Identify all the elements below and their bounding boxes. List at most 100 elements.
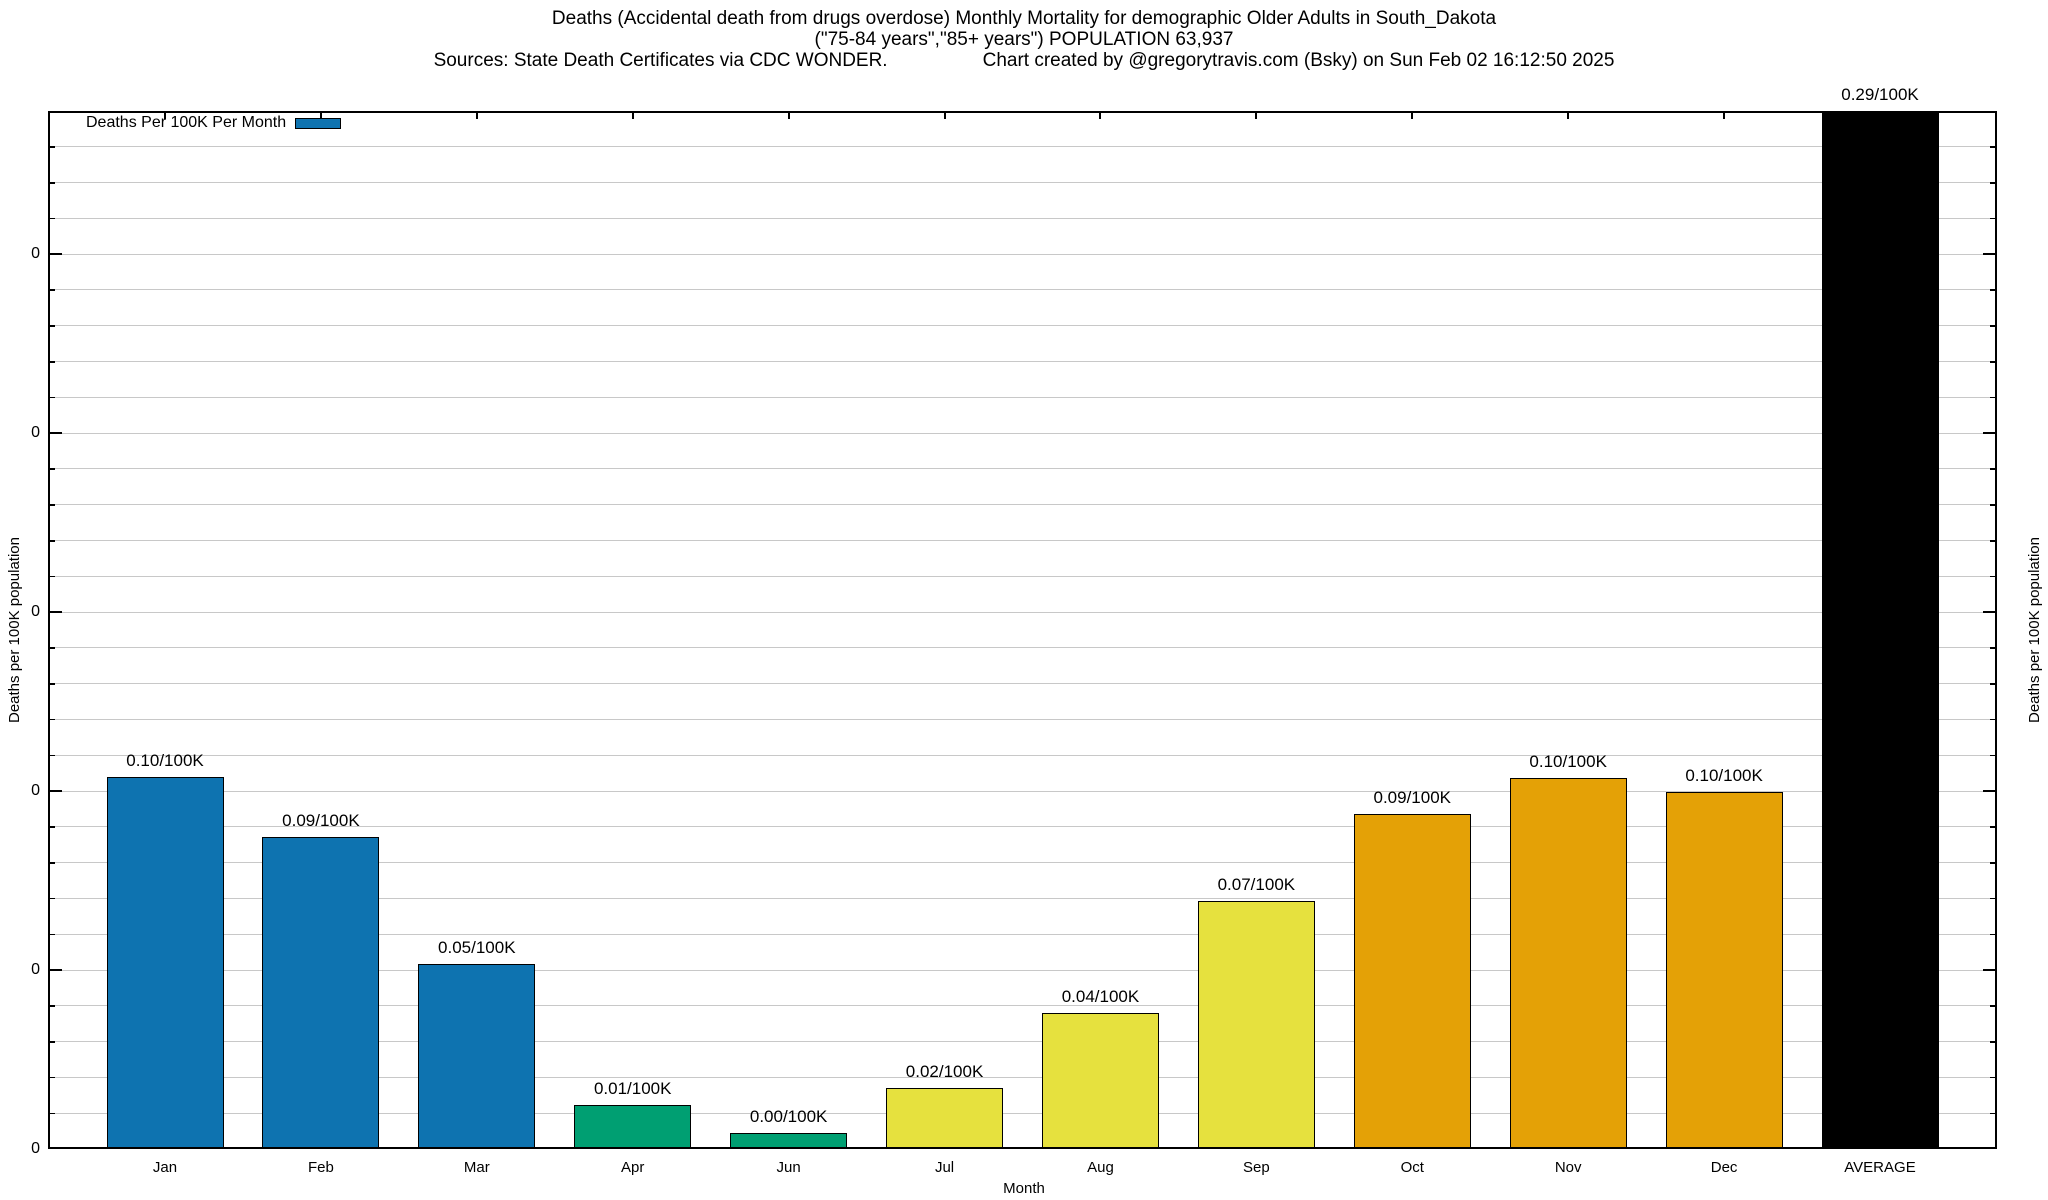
- x-tick-label: Jun: [776, 1159, 801, 1176]
- x-axis-label: Month: [1003, 1180, 1045, 1197]
- y-minor-tick-right: [1990, 862, 1997, 864]
- x-tick-label: Aug: [1087, 1159, 1114, 1176]
- gridline: [48, 432, 1997, 434]
- bar-value-label: 0.01/100K: [593, 1078, 672, 1098]
- y-minor-tick-right: [1990, 897, 1997, 900]
- x-top-tick: [1723, 111, 1726, 119]
- y-minor-tick-left: [48, 1041, 55, 1043]
- y-major-tick-right: [1983, 253, 1997, 256]
- gridline: [48, 540, 1997, 542]
- legend-swatch: [295, 117, 342, 129]
- y-tick-label: 0: [31, 782, 40, 800]
- y-major-tick-left: [48, 611, 62, 614]
- y-major-tick-left: [48, 253, 62, 256]
- y-axis-label-right: Deaths per 100K population: [2026, 537, 2043, 723]
- y-minor-tick-left: [48, 361, 55, 363]
- bar: [1197, 900, 1315, 1149]
- y-minor-tick-left: [48, 897, 55, 900]
- bar: [1665, 791, 1783, 1149]
- bar-value-label: 0.09/100K: [1373, 787, 1452, 807]
- y-axis-label-left: Deaths per 100K population: [6, 537, 23, 723]
- gridline: [48, 683, 1997, 685]
- gridline: [48, 611, 1997, 613]
- gridline: [48, 217, 1997, 219]
- y-minor-tick-left: [48, 754, 55, 757]
- bar-value-label: 0.29/100K: [1841, 85, 1919, 104]
- y-minor-tick-left: [48, 647, 55, 649]
- y-minor-tick-left: [48, 826, 55, 828]
- y-minor-tick-left: [48, 182, 55, 184]
- x-tick-label: Dec: [1710, 1159, 1738, 1176]
- chart-sources-text: Sources: State Death Certificates via CD…: [433, 50, 888, 71]
- x-top-tick: [787, 111, 790, 119]
- y-minor-tick-right: [1990, 289, 1997, 291]
- y-minor-tick-right: [1990, 647, 1997, 649]
- y-minor-tick-left: [48, 217, 55, 220]
- y-minor-tick-left: [48, 540, 55, 542]
- y-major-tick-left: [48, 969, 62, 972]
- y-minor-tick-right: [1990, 1076, 1997, 1079]
- y-major-tick-left: [48, 790, 62, 793]
- legend-label: Deaths Per 100K Per Month: [86, 114, 287, 131]
- x-top-tick: [475, 111, 478, 119]
- y-minor-tick-right: [1990, 1041, 1997, 1043]
- x-top-tick: [1255, 111, 1258, 119]
- y-minor-tick-right: [1990, 146, 1997, 148]
- y-minor-tick-right: [1990, 826, 1997, 828]
- x-tick-label: Apr: [621, 1159, 645, 1176]
- x-top-tick: [319, 111, 322, 119]
- bar-value-label: 0.10/100K: [126, 750, 204, 770]
- x-tick-label: Jul: [934, 1159, 955, 1176]
- bar: [418, 963, 536, 1149]
- gridline: [48, 1112, 1997, 1114]
- x-tick-label: Oct: [1400, 1159, 1424, 1176]
- gridline: [48, 897, 1997, 899]
- gridline: [48, 182, 1997, 184]
- gridline: [48, 826, 1997, 828]
- y-minor-tick-left: [48, 1076, 55, 1079]
- y-minor-tick-right: [1990, 182, 1997, 184]
- bar: [106, 776, 224, 1149]
- y-minor-tick-left: [48, 575, 55, 578]
- y-minor-tick-right: [1990, 718, 1997, 721]
- gridline: [48, 361, 1997, 363]
- y-minor-tick-left: [48, 325, 55, 327]
- bar: [1509, 777, 1627, 1149]
- chart-title-line3: Sources: State Death Certificates via CD…: [0, 50, 2048, 71]
- y-tick-label: 0: [31, 603, 40, 621]
- x-top-tick: [631, 111, 634, 119]
- bar-value-label: 0.07/100K: [1217, 874, 1296, 894]
- y-major-tick-right: [1983, 432, 1997, 435]
- bar-value-label: 0.10/100K: [1529, 751, 1607, 771]
- y-minor-tick-left: [48, 933, 55, 936]
- x-tick-label: Nov: [1554, 1159, 1582, 1176]
- gridline: [48, 862, 1997, 864]
- gridline: [48, 718, 1997, 720]
- gridline: [48, 969, 1997, 971]
- y-minor-tick-left: [48, 504, 55, 506]
- y-tick-label: 0: [31, 245, 40, 263]
- y-major-tick-left: [48, 432, 62, 435]
- y-minor-tick-left: [48, 862, 55, 864]
- y-minor-tick-right: [1990, 361, 1997, 363]
- bar: [886, 1087, 1004, 1149]
- y-minor-tick-left: [48, 1005, 55, 1007]
- x-tick-label: Jan: [152, 1159, 178, 1176]
- bar: [1041, 1013, 1159, 1149]
- chart-title-line1: Deaths (Accidental death from drugs over…: [551, 8, 1497, 29]
- x-top-tick: [943, 111, 946, 119]
- y-tick-label: 0: [31, 1140, 40, 1157]
- y-major-tick-right: [1983, 611, 1997, 614]
- bar-value-label: 0.04/100K: [1061, 987, 1140, 1007]
- bar: [1821, 111, 1939, 1149]
- y-major-tick-right: [1983, 969, 1997, 972]
- y-minor-tick-right: [1990, 504, 1997, 506]
- gridline: [48, 790, 1997, 792]
- bar-value-label: 0.05/100K: [438, 937, 516, 957]
- chart-title-line2: ("75-84 years","85+ years") POPULATION 6…: [814, 29, 1234, 50]
- y-minor-tick-right: [1990, 754, 1997, 757]
- y-tick-label: 0: [31, 424, 40, 442]
- gridline: [48, 754, 1997, 756]
- x-tick-label: Sep: [1243, 1159, 1270, 1176]
- y-minor-tick-right: [1990, 1112, 1997, 1115]
